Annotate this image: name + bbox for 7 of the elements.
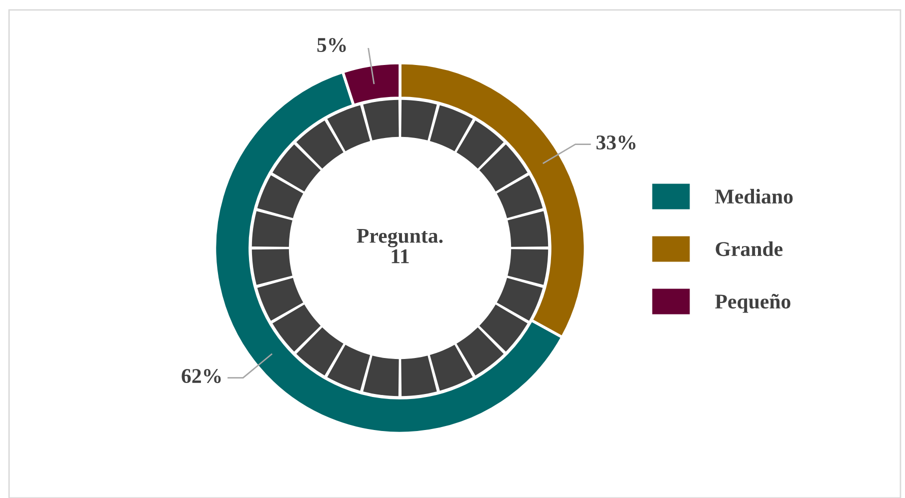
legend-label: Pequeño — [715, 294, 790, 313]
data-label: 5% — [317, 38, 346, 52]
text: Pregunta. 11 — [356, 229, 443, 264]
data-label: 33% — [596, 135, 636, 150]
legend-label: Mediano — [715, 188, 793, 204]
data-label: 62% — [182, 369, 221, 384]
legend-label: Grande — [716, 241, 782, 256]
